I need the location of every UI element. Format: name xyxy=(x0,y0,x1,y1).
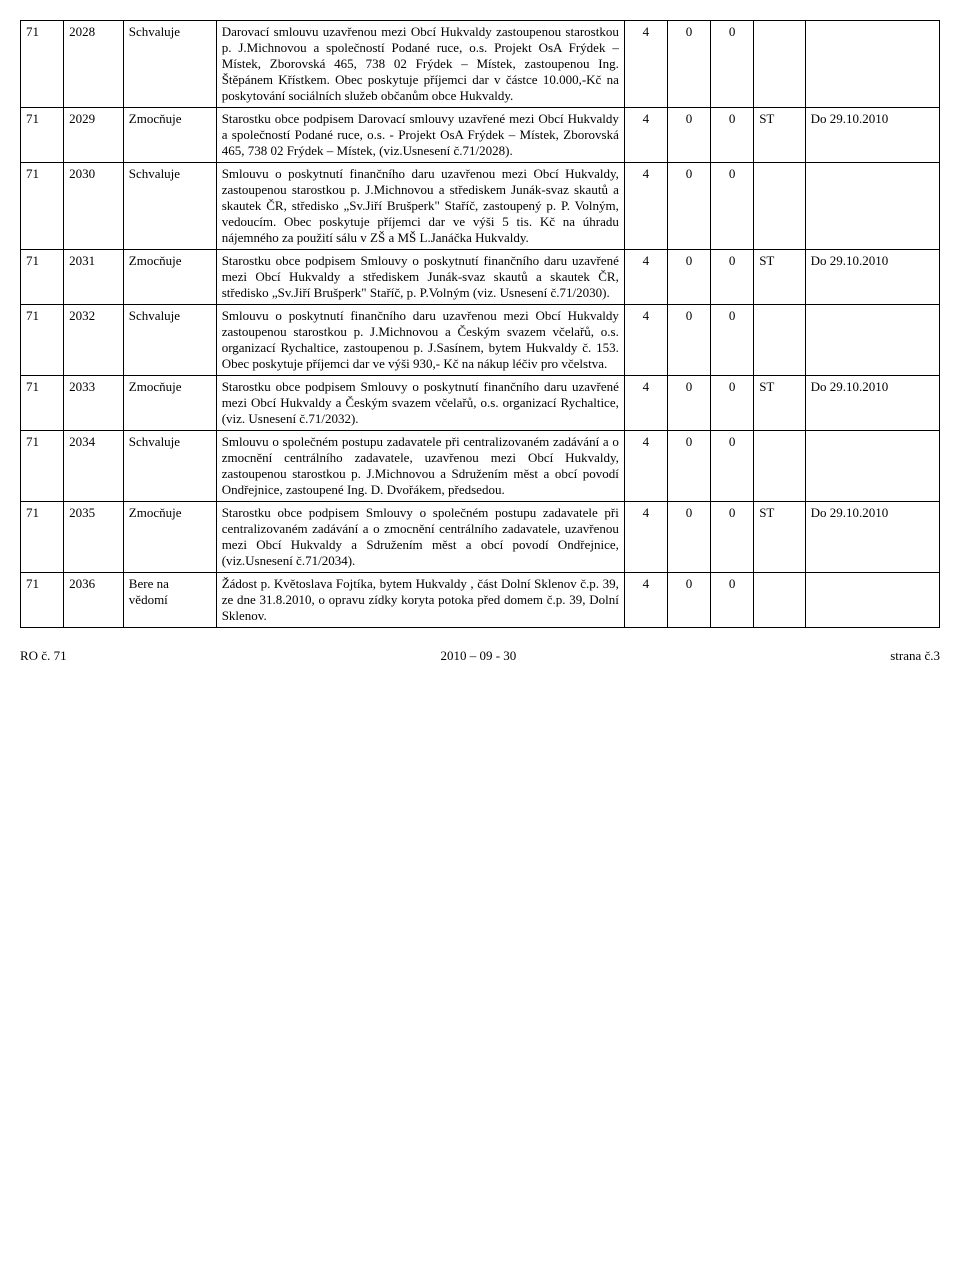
cell-i xyxy=(805,431,939,502)
cell-c: Bere na vědomí xyxy=(123,573,216,628)
cell-c: Schvaluje xyxy=(123,305,216,376)
cell-g: 0 xyxy=(711,573,754,628)
cell-f: 0 xyxy=(667,163,710,250)
cell-d: Darovací smlouvu uzavřenou mezi Obcí Huk… xyxy=(216,21,624,108)
cell-e: 4 xyxy=(624,376,667,431)
cell-g: 0 xyxy=(711,502,754,573)
cell-g: 0 xyxy=(711,250,754,305)
cell-i xyxy=(805,573,939,628)
cell-a: 71 xyxy=(21,163,64,250)
cell-d: Starostku obce podpisem Smlouvy o společ… xyxy=(216,502,624,573)
cell-h xyxy=(754,431,805,502)
cell-c: Schvaluje xyxy=(123,163,216,250)
cell-f: 0 xyxy=(667,250,710,305)
cell-g: 0 xyxy=(711,163,754,250)
cell-h xyxy=(754,573,805,628)
table-row: 712035ZmocňujeStarostku obce podpisem Sm… xyxy=(21,502,940,573)
cell-i: Do 29.10.2010 xyxy=(805,250,939,305)
cell-b: 2029 xyxy=(64,108,124,163)
table-row: 712031ZmocňujeStarostku obce podpisem Sm… xyxy=(21,250,940,305)
cell-c: Schvaluje xyxy=(123,21,216,108)
footer-left: RO č. 71 xyxy=(20,648,67,664)
cell-a: 71 xyxy=(21,250,64,305)
table-row: 712034SchvalujeSmlouvu o společném postu… xyxy=(21,431,940,502)
cell-g: 0 xyxy=(711,108,754,163)
cell-d: Žádost p. Květoslava Fojtíka, bytem Hukv… xyxy=(216,573,624,628)
cell-f: 0 xyxy=(667,21,710,108)
cell-f: 0 xyxy=(667,376,710,431)
cell-a: 71 xyxy=(21,573,64,628)
table-row: 712029ZmocňujeStarostku obce podpisem Da… xyxy=(21,108,940,163)
cell-g: 0 xyxy=(711,431,754,502)
cell-e: 4 xyxy=(624,108,667,163)
cell-e: 4 xyxy=(624,573,667,628)
cell-e: 4 xyxy=(624,431,667,502)
cell-b: 2033 xyxy=(64,376,124,431)
cell-e: 4 xyxy=(624,305,667,376)
footer-right: strana č.3 xyxy=(890,648,940,664)
cell-d: Smlouvu o poskytnutí finančního daru uza… xyxy=(216,305,624,376)
cell-b: 2032 xyxy=(64,305,124,376)
cell-b: 2035 xyxy=(64,502,124,573)
cell-c: Zmocňuje xyxy=(123,250,216,305)
table-row: 712032SchvalujeSmlouvu o poskytnutí fina… xyxy=(21,305,940,376)
cell-b: 2030 xyxy=(64,163,124,250)
cell-h xyxy=(754,21,805,108)
cell-d: Smlouvu o společném postupu zadavatele p… xyxy=(216,431,624,502)
cell-i: Do 29.10.2010 xyxy=(805,502,939,573)
cell-g: 0 xyxy=(711,376,754,431)
cell-i: Do 29.10.2010 xyxy=(805,376,939,431)
cell-c: Zmocňuje xyxy=(123,376,216,431)
cell-e: 4 xyxy=(624,163,667,250)
cell-i xyxy=(805,305,939,376)
cell-h: ST xyxy=(754,376,805,431)
cell-c: Zmocňuje xyxy=(123,502,216,573)
cell-e: 4 xyxy=(624,250,667,305)
cell-f: 0 xyxy=(667,108,710,163)
cell-e: 4 xyxy=(624,21,667,108)
cell-a: 71 xyxy=(21,21,64,108)
cell-f: 0 xyxy=(667,573,710,628)
cell-f: 0 xyxy=(667,431,710,502)
cell-h xyxy=(754,163,805,250)
cell-i: Do 29.10.2010 xyxy=(805,108,939,163)
cell-h xyxy=(754,305,805,376)
table-row: 712028SchvalujeDarovací smlouvu uzavřeno… xyxy=(21,21,940,108)
cell-d: Starostku obce podpisem Smlouvy o poskyt… xyxy=(216,250,624,305)
cell-i xyxy=(805,21,939,108)
cell-f: 0 xyxy=(667,502,710,573)
cell-d: Starostku obce podpisem Darovací smlouvy… xyxy=(216,108,624,163)
cell-e: 4 xyxy=(624,502,667,573)
cell-b: 2031 xyxy=(64,250,124,305)
cell-d: Smlouvu o poskytnutí finančního daru uza… xyxy=(216,163,624,250)
cell-h: ST xyxy=(754,250,805,305)
cell-a: 71 xyxy=(21,431,64,502)
resolutions-table: 712028SchvalujeDarovací smlouvu uzavřeno… xyxy=(20,20,940,628)
cell-a: 71 xyxy=(21,108,64,163)
cell-i xyxy=(805,163,939,250)
cell-a: 71 xyxy=(21,376,64,431)
table-row: 712033ZmocňujeStarostku obce podpisem Sm… xyxy=(21,376,940,431)
table-row: 712030SchvalujeSmlouvu o poskytnutí fina… xyxy=(21,163,940,250)
cell-g: 0 xyxy=(711,305,754,376)
cell-d: Starostku obce podpisem Smlouvy o poskyt… xyxy=(216,376,624,431)
footer-center: 2010 – 09 - 30 xyxy=(440,648,516,664)
cell-h: ST xyxy=(754,108,805,163)
cell-f: 0 xyxy=(667,305,710,376)
page-footer: RO č. 71 2010 – 09 - 30 strana č.3 xyxy=(20,648,940,664)
cell-c: Schvaluje xyxy=(123,431,216,502)
cell-g: 0 xyxy=(711,21,754,108)
cell-b: 2036 xyxy=(64,573,124,628)
cell-b: 2028 xyxy=(64,21,124,108)
cell-a: 71 xyxy=(21,305,64,376)
cell-a: 71 xyxy=(21,502,64,573)
cell-c: Zmocňuje xyxy=(123,108,216,163)
cell-b: 2034 xyxy=(64,431,124,502)
table-row: 712036Bere na vědomíŽádost p. Květoslava… xyxy=(21,573,940,628)
cell-h: ST xyxy=(754,502,805,573)
